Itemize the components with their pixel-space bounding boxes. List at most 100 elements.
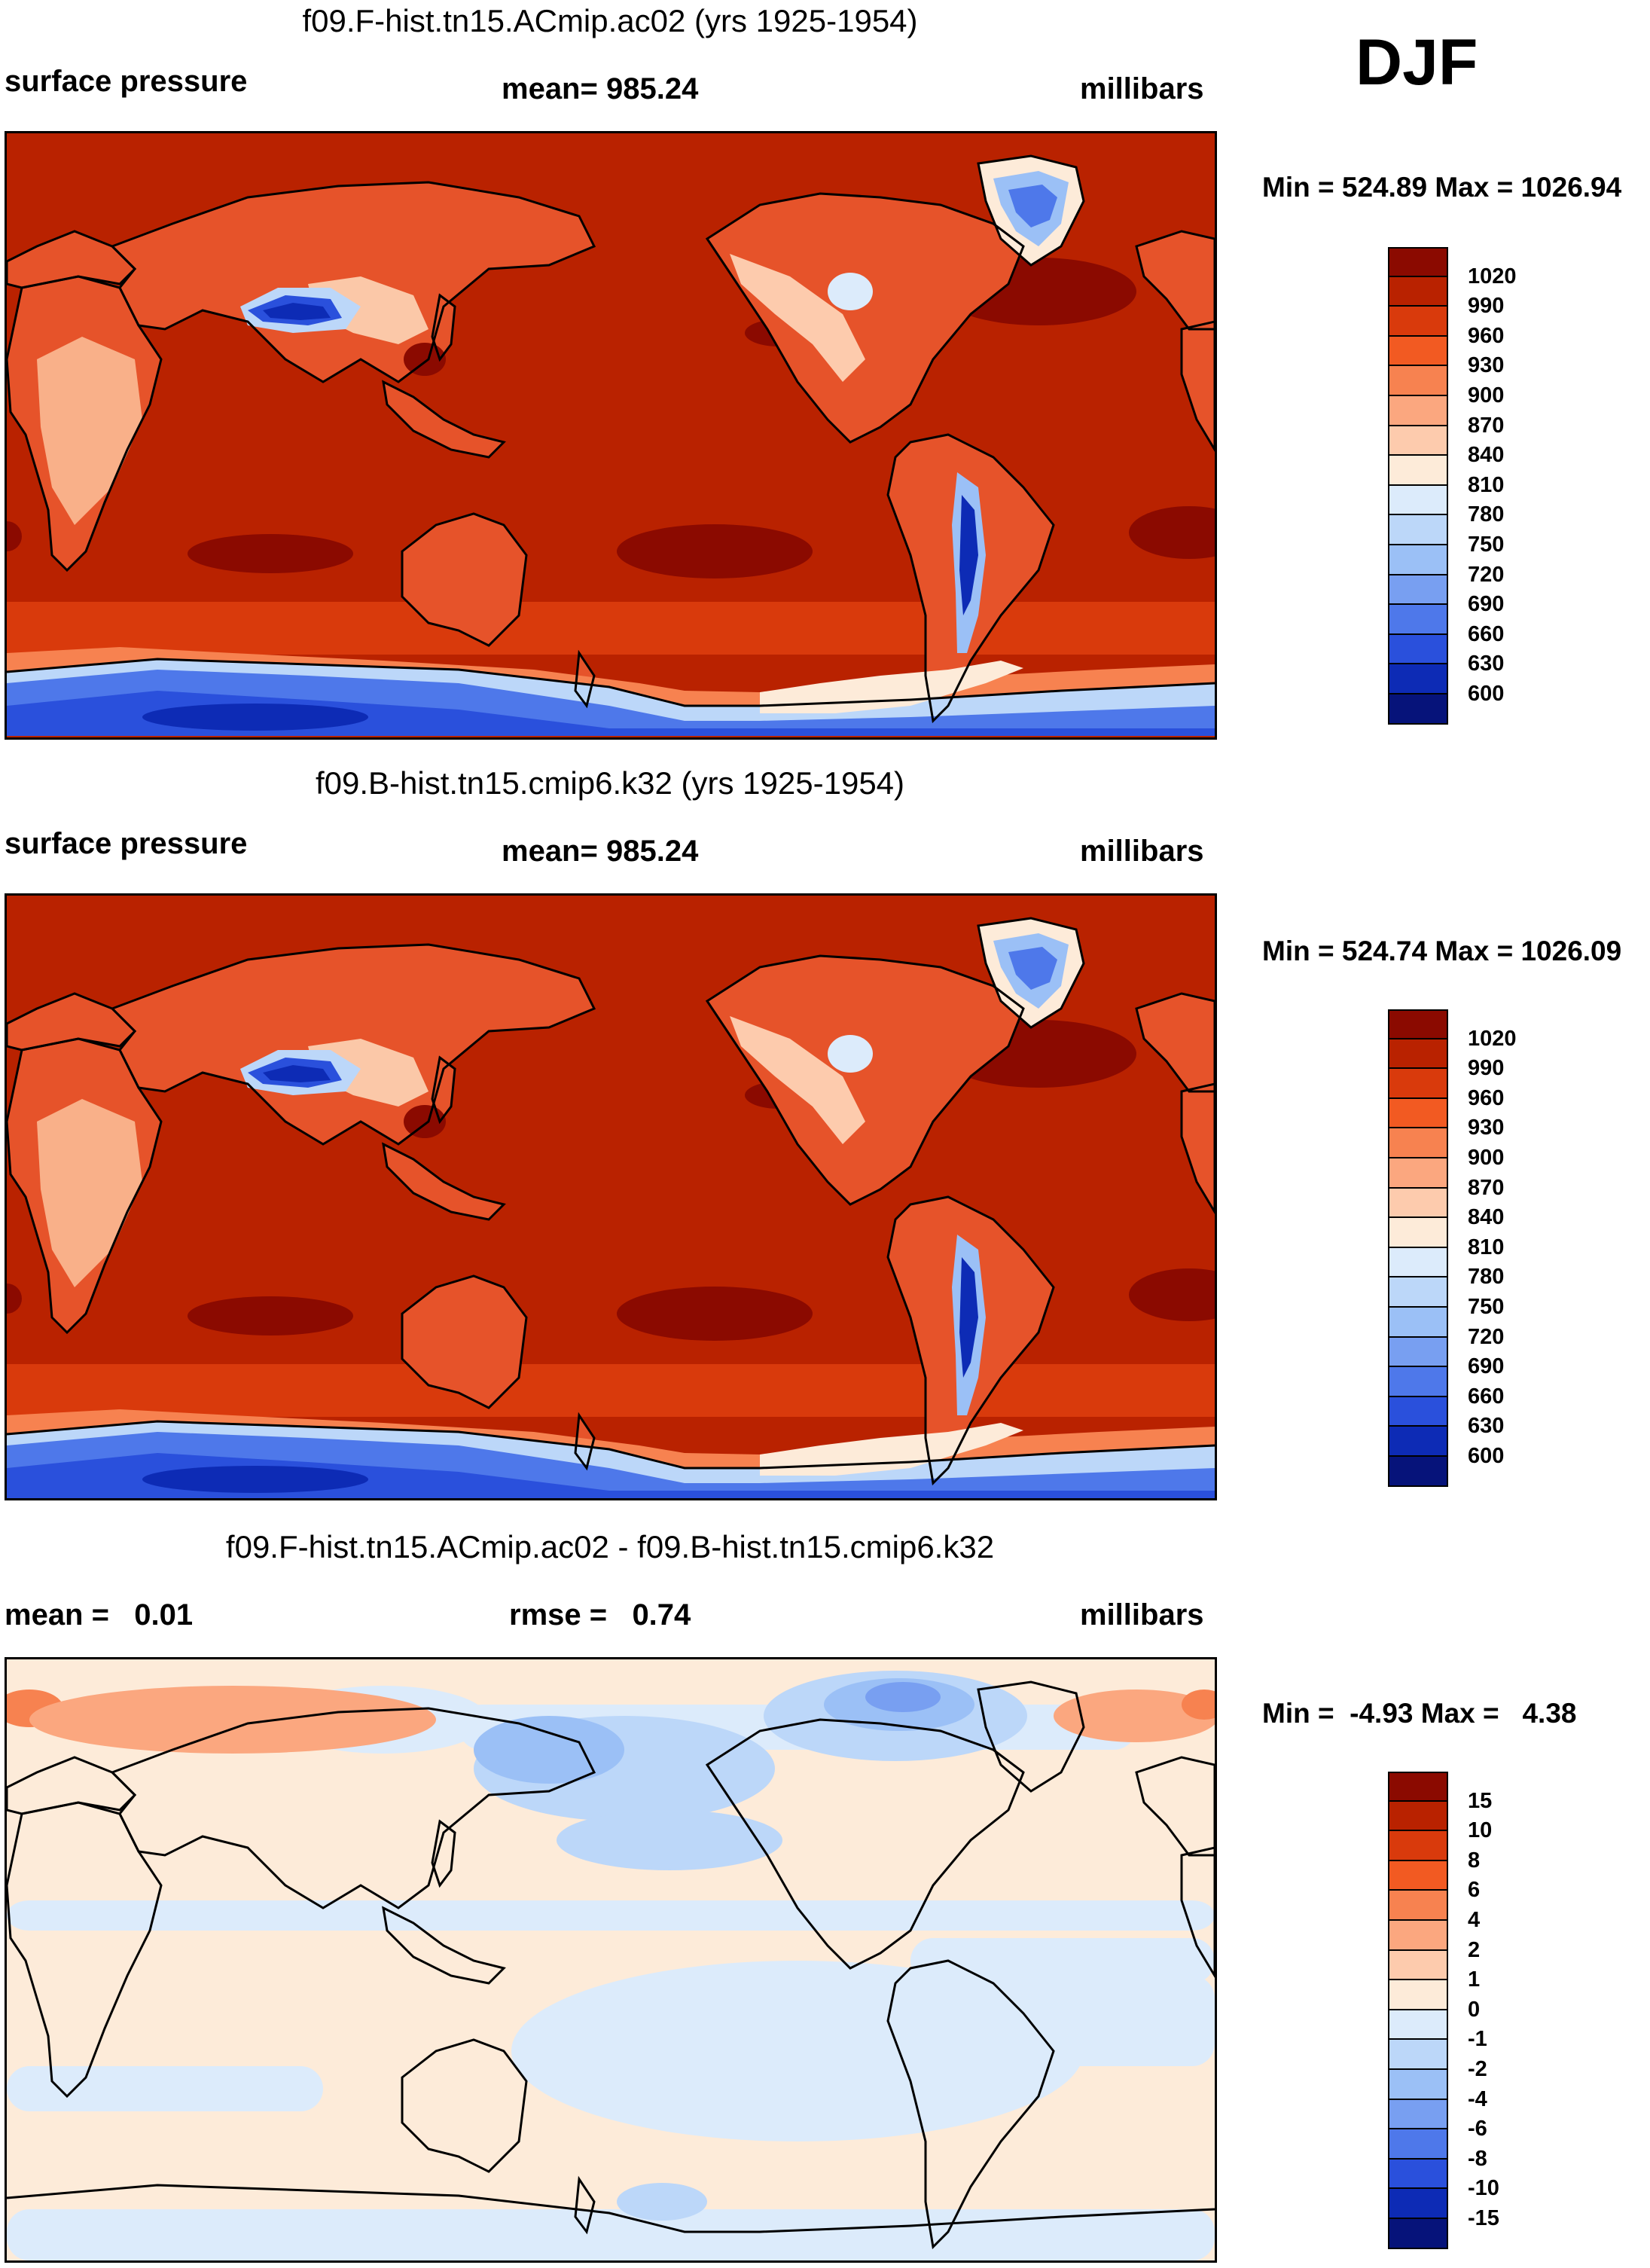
panel1-mean-label: mean= 985.24 (502, 72, 699, 105)
andes-core (959, 1257, 978, 1378)
antarctic-peninsula (760, 661, 1023, 713)
coastline-westafrica (1180, 1846, 1215, 1978)
land-namerica (707, 194, 1023, 442)
colorbar-swatch (1388, 2099, 1448, 2130)
panel2-variable-label: surface pressure (5, 827, 248, 860)
coastline-antarctica (7, 658, 1215, 707)
andes-core (959, 495, 978, 615)
coastline-nz (574, 649, 596, 709)
colorbar-swatch (1388, 1098, 1448, 1129)
colorbar-tick-label: 900 (1468, 383, 1505, 408)
coastline-samerica (886, 1195, 1055, 1486)
colorbar-tick-label: 780 (1468, 502, 1505, 527)
tibet-core (263, 303, 331, 320)
coastline-nz (574, 1412, 596, 1471)
colorbar-tick-label: 810 (1468, 472, 1505, 497)
colorbar-swatch (1388, 307, 1448, 337)
panel1-map (5, 131, 1217, 740)
panel2-map (5, 893, 1217, 1500)
colorbar-tick-label: 930 (1468, 1116, 1505, 1140)
colorbar-tick-label: 780 (1468, 1265, 1505, 1290)
coastline-asia (110, 1707, 596, 1909)
coastline-seasia (382, 380, 506, 459)
colorbar-swatch (1388, 2129, 1448, 2160)
panel3-minmax: Min = -4.93 Max = 4.38 (1262, 1698, 1577, 1729)
greenland-core (1008, 185, 1057, 227)
land-westafrica (1182, 322, 1215, 450)
high-pressure-cell (188, 1296, 353, 1335)
colorbar-swatch (1388, 1337, 1448, 1368)
colorbar-tick-label: 870 (1468, 413, 1505, 438)
colorbar-swatch (1388, 2040, 1448, 2070)
colorbar-tick-label: 750 (1468, 533, 1505, 557)
land-europe (7, 994, 135, 1050)
high-pressure-cell (617, 524, 813, 578)
colorbar-tick-label: 1 (1468, 1967, 1481, 1992)
colorbar-swatch (1388, 1367, 1448, 1397)
panel2-mean-label: mean= 985.24 (502, 835, 699, 868)
colorbar-swatch (1388, 276, 1448, 307)
rockies-high (828, 1035, 873, 1073)
colorbar-tick-label: 15 (1468, 1788, 1493, 1813)
coastline-japan (431, 1055, 456, 1125)
colorbar-swatch (1388, 1277, 1448, 1308)
colorbar-tick-label: 600 (1468, 1444, 1505, 1468)
coastline-europe (7, 992, 137, 1052)
coastline-seasia (382, 1906, 506, 1985)
antarctica-deep (142, 704, 368, 731)
colorbar-swatch (1388, 515, 1448, 545)
colorbar-tick-label: 10 (1468, 1818, 1493, 1843)
negative-region (474, 1716, 624, 1784)
rockies-high (828, 273, 873, 310)
colorbar-tick-label: 4 (1468, 1908, 1481, 1932)
subpolar-band (7, 602, 1215, 655)
panel3-title: f09.F-hist.tn15.ACmip.ac02 - f09.B-hist.… (225, 1529, 995, 1564)
coastline-australia (401, 1274, 528, 1409)
colorbar-tick-label: 8 (1468, 1848, 1481, 1873)
land-australia (402, 514, 526, 646)
coastline-japan (431, 1819, 456, 1888)
high-pressure-cell (188, 534, 353, 573)
colorbar-tick-label: 840 (1468, 443, 1505, 468)
colorbar-swatch (1388, 247, 1448, 277)
colorbar-swatch (1388, 485, 1448, 516)
colorbar-swatch (1388, 2189, 1448, 2219)
season-label: DJF (1356, 26, 1478, 99)
colorbar-tick-label: 600 (1468, 682, 1505, 706)
colorbar-swatch (1388, 2070, 1448, 2100)
colorbar-swatch (1388, 426, 1448, 456)
colorbar-swatch (1388, 634, 1448, 665)
colorbar-swatch (1388, 396, 1448, 426)
coastline-europe (7, 230, 137, 289)
negative-band (910, 1938, 1215, 1983)
colorbar-tick-label: -1 (1468, 2027, 1487, 2052)
panel1-title: f09.F-hist.tn15.ACmip.ac02 (yrs 1925-195… (302, 3, 918, 38)
colorbar-tick-label: 930 (1468, 353, 1505, 378)
coastline-japan (431, 293, 456, 362)
colorbar-tick-label: 6 (1468, 1878, 1481, 1903)
negative-region (617, 2183, 707, 2221)
colorbar-tick-label: 840 (1468, 1205, 1505, 1230)
coastline-namerica (705, 954, 1025, 1206)
negative-region (511, 1961, 1084, 2141)
tibet-core (263, 1065, 331, 1082)
colorbar-swatch (1388, 1980, 1448, 2010)
rockies (730, 1016, 865, 1144)
colorbar-swatch (1388, 1921, 1448, 1951)
colorbar-tick-label: 660 (1468, 1384, 1505, 1409)
colorbar-swatch (1388, 1308, 1448, 1338)
colorbar-swatch (1388, 575, 1448, 606)
colorbar-tick-label: 630 (1468, 1414, 1505, 1439)
coastline-asia (110, 943, 596, 1146)
colorbar-tick-label: 1020 (1468, 264, 1517, 288)
coastline-europe (7, 1756, 137, 1815)
coastline-antarctica (7, 2184, 1215, 2233)
colorbar-swatch (1388, 1891, 1448, 1921)
coastline-seasia (382, 1142, 506, 1221)
land-westeurope (1136, 994, 1215, 1091)
panel2-title: f09.B-hist.tn15.cmip6.k32 (yrs 1925-1954… (315, 765, 905, 801)
coastline-greenland (977, 1680, 1085, 1793)
colorbar-tick-label: -6 (1468, 2117, 1487, 2141)
colorbar-swatch (1388, 1188, 1448, 1219)
land-australia (402, 1276, 526, 1408)
